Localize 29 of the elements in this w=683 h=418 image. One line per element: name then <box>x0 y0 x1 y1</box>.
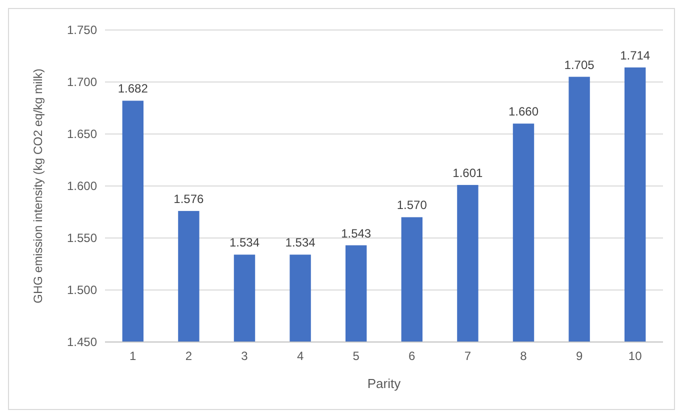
y-tick-label: 1.600 <box>66 179 98 194</box>
x-tick-label: 4 <box>296 349 304 363</box>
x-tick-label: 5 <box>352 349 360 363</box>
x-tick-label: 6 <box>408 349 416 363</box>
x-tick-label: 1 <box>130 349 137 363</box>
y-tick-label: 1.700 <box>66 75 98 90</box>
x-tick-label: 2 <box>185 349 192 363</box>
data-label: 1.576 <box>174 192 204 206</box>
x-tick-label: 3 <box>241 349 248 363</box>
data-label: 1.570 <box>396 198 428 212</box>
data-label: 1.682 <box>118 82 148 96</box>
x-tick-label: 7 <box>464 349 472 363</box>
y-tick-label: 1.550 <box>66 231 98 246</box>
data-label: 1.705 <box>564 58 595 72</box>
x-tick-label: 10 <box>628 349 642 363</box>
y-tick-label: 1.450 <box>66 335 98 350</box>
y-tick-label: 1.750 <box>66 23 98 38</box>
x-axis-title: Parity <box>367 376 402 391</box>
y-tick-label: 1.650 <box>66 127 98 142</box>
data-label: 1.534 <box>285 236 316 250</box>
x-tick-label: 9 <box>576 349 583 363</box>
data-label: 1.601 <box>452 166 484 180</box>
data-label: 1.714 <box>620 48 650 62</box>
y-tick-label: 1.500 <box>66 283 98 298</box>
data-label: 1.660 <box>508 104 539 119</box>
data-label: 1.543 <box>341 226 372 240</box>
x-tick-label: 8 <box>520 349 528 363</box>
y-axis-title: GHG emission intensity (kg CO2 eq/kg milk) <box>31 68 45 304</box>
data-label: 1.534 <box>229 236 260 250</box>
